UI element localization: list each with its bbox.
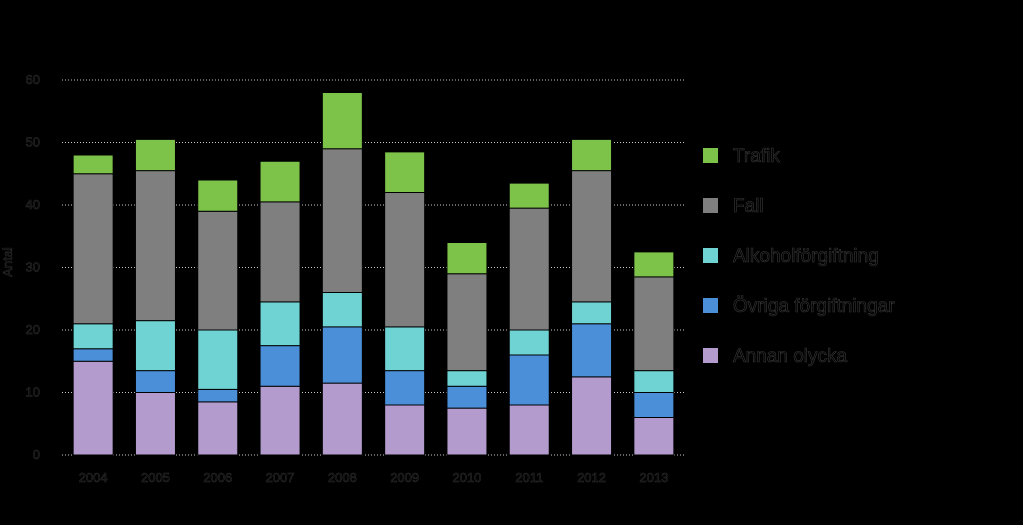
x-tick-label: 2005 bbox=[141, 470, 170, 485]
bar-segment bbox=[259, 201, 301, 303]
bar-segment bbox=[197, 210, 239, 331]
y-tick-label: 0 bbox=[33, 447, 40, 462]
bar-segment bbox=[259, 385, 301, 456]
bar-segment bbox=[446, 242, 488, 275]
bar-segment bbox=[72, 323, 114, 350]
bar-segment bbox=[384, 370, 426, 406]
bar-segment bbox=[259, 301, 301, 347]
bar-segment bbox=[197, 401, 239, 456]
legend-label: Trafik bbox=[733, 146, 780, 167]
x-tick-label: 2009 bbox=[390, 470, 419, 485]
bar-segment bbox=[384, 151, 426, 193]
bar-segment bbox=[197, 329, 239, 390]
bar-segment bbox=[446, 370, 488, 387]
bar-segment bbox=[384, 192, 426, 328]
bar-segment bbox=[197, 179, 239, 212]
bar-segment bbox=[633, 392, 675, 418]
bar-segment bbox=[384, 404, 426, 456]
bar-segment bbox=[321, 148, 363, 293]
x-axis-ticks: 2004 2005 2006 2007 2008 2009 2010 2011 2012 2013 bbox=[78, 470, 668, 486]
y-axis-ticks: 0 10 20 30 40 50 60 bbox=[25, 72, 40, 463]
bar-segment bbox=[446, 273, 488, 372]
bar-segment bbox=[508, 404, 550, 456]
y-axis-title: Antal bbox=[0, 247, 15, 277]
y-tick-label: 60 bbox=[26, 72, 40, 87]
legend-swatch bbox=[703, 148, 718, 163]
legend: Trafik Fall Alkoholförgiftning Övriga förgi… bbox=[703, 146, 896, 367]
bar-segment bbox=[134, 170, 176, 322]
y-tick-label: 40 bbox=[26, 197, 40, 212]
x-tick-label: 2006 bbox=[203, 470, 232, 485]
bar-segment bbox=[197, 388, 239, 403]
bar-segment bbox=[508, 329, 550, 356]
y-tick-label: 20 bbox=[26, 322, 40, 337]
legend-swatch bbox=[703, 248, 718, 263]
bar-segment bbox=[72, 360, 114, 456]
bar-segment bbox=[321, 382, 363, 456]
y-tick-label: 50 bbox=[26, 135, 40, 150]
bar-segment bbox=[571, 323, 613, 378]
bar-segment bbox=[72, 154, 114, 175]
legend-swatch bbox=[703, 298, 718, 313]
bars bbox=[72, 92, 675, 456]
y-tick-label: 10 bbox=[26, 385, 40, 400]
bar-segment bbox=[571, 376, 613, 456]
legend-label: Alkoholförgiftning bbox=[733, 246, 879, 267]
x-tick-label: 2004 bbox=[79, 470, 108, 485]
legend-label: Annan olycka bbox=[733, 346, 848, 367]
bar-segment bbox=[508, 354, 550, 406]
bar-segment bbox=[571, 138, 613, 172]
x-tick-label: 2013 bbox=[639, 470, 668, 485]
bar-segment bbox=[508, 182, 550, 209]
legend-swatch bbox=[703, 198, 718, 213]
bar-segment bbox=[259, 160, 301, 203]
bar-segment bbox=[446, 385, 488, 409]
bar-segment bbox=[633, 251, 675, 278]
bar-segment bbox=[72, 173, 114, 325]
bar-segment bbox=[633, 276, 675, 372]
bar-segment bbox=[321, 92, 363, 150]
bar-segment bbox=[571, 170, 613, 303]
x-tick-label: 2011 bbox=[515, 470, 543, 485]
legend-label: Fall bbox=[733, 196, 764, 217]
legend-label: Övriga förgiftningar bbox=[733, 296, 895, 317]
legend-swatch bbox=[703, 348, 718, 363]
y-tick-label: 30 bbox=[26, 260, 40, 275]
bar-segment bbox=[134, 392, 176, 456]
bar-segment bbox=[134, 370, 176, 393]
bar-segment bbox=[72, 348, 114, 362]
x-tick-label: 2008 bbox=[328, 470, 357, 485]
bar-segment bbox=[134, 138, 176, 172]
x-tick-label: 2012 bbox=[577, 470, 606, 485]
bar-segment bbox=[633, 370, 675, 393]
bar-segment bbox=[259, 345, 301, 387]
bar-segment bbox=[321, 326, 363, 384]
bar-segment bbox=[134, 320, 176, 372]
bar-segment bbox=[321, 292, 363, 328]
bar-segment bbox=[571, 301, 613, 325]
x-tick-label: 2010 bbox=[452, 470, 481, 485]
bar-segment bbox=[508, 207, 550, 331]
bar-segment bbox=[384, 326, 426, 372]
bar-segment bbox=[633, 417, 675, 456]
x-tick-label: 2007 bbox=[266, 470, 295, 485]
bar-segment bbox=[446, 407, 488, 456]
